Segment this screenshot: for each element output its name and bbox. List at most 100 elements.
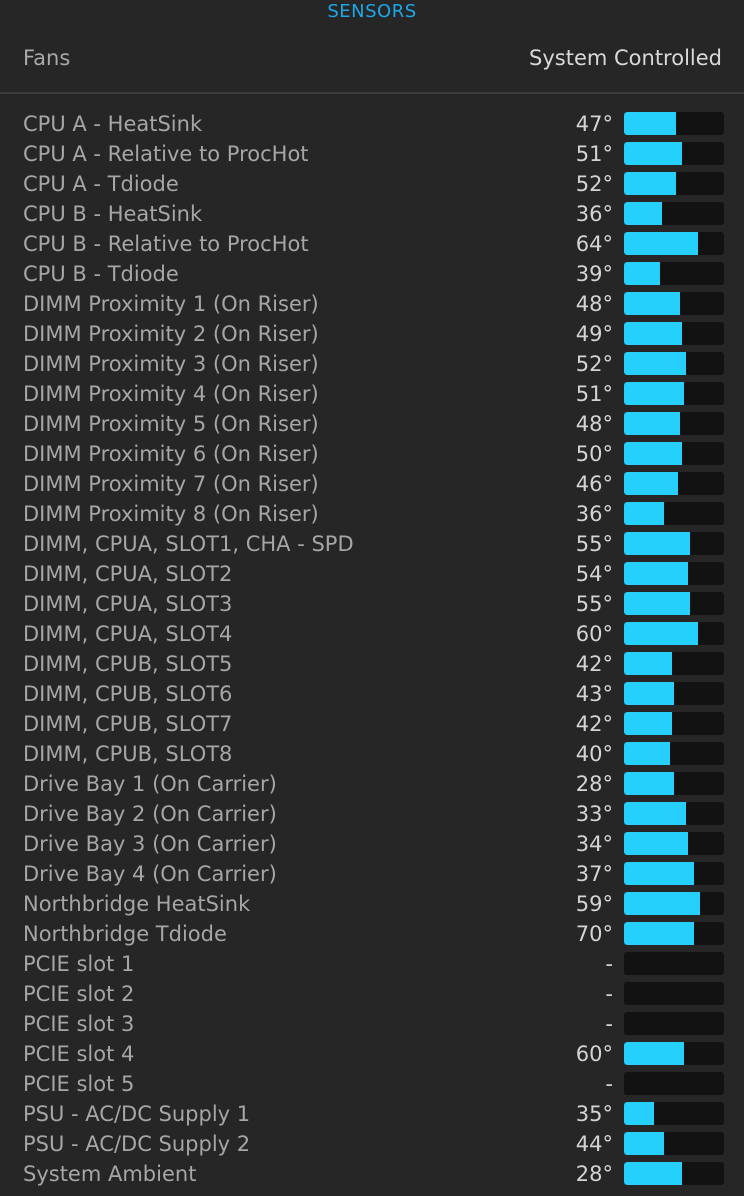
sensor-level-bar [624, 592, 724, 615]
sensor-level-fill [624, 472, 678, 495]
sensor-level-fill [624, 742, 670, 765]
sensor-value: 55° [575, 592, 613, 616]
sensor-level-fill [624, 712, 672, 735]
sensor-value: 52° [575, 352, 613, 376]
sensor-row: Drive Bay 4 (On Carrier) 37° [0, 859, 744, 889]
sensor-level-fill [624, 172, 676, 195]
sensor-name: Drive Bay 2 (On Carrier) [23, 802, 277, 826]
sensor-level-bar [624, 682, 724, 705]
sensor-level-fill [624, 382, 684, 405]
sensor-row: CPU B - HeatSink 36° [0, 199, 744, 229]
sensor-value: 35° [575, 1102, 613, 1126]
sensor-name: Drive Bay 4 (On Carrier) [23, 862, 277, 886]
fans-mode-value[interactable]: System Controlled [529, 46, 722, 70]
sensor-name: DIMM Proximity 2 (On Riser) [23, 322, 319, 346]
sensor-name: DIMM, CPUA, SLOT3 [23, 592, 233, 616]
sensor-value: 39° [575, 262, 613, 286]
sensor-level-bar [624, 382, 724, 405]
sensor-level-fill [624, 622, 698, 645]
sensor-row: PSU - AC/DC Supply 1 35° [0, 1099, 744, 1129]
sensor-level-fill [624, 142, 682, 165]
sensor-value: 34° [575, 832, 613, 856]
sensor-name: DIMM, CPUA, SLOT4 [23, 622, 233, 646]
sensor-level-bar [624, 622, 724, 645]
sensor-value: 50° [575, 442, 613, 466]
sensor-value: 28° [575, 772, 613, 796]
sensor-name: PCIE slot 3 [23, 1012, 135, 1036]
sensor-name: PCIE slot 5 [23, 1072, 135, 1096]
sensor-level-fill [624, 682, 674, 705]
sensor-name: PSU - AC/DC Supply 2 [23, 1132, 251, 1156]
sensor-row: DIMM Proximity 8 (On Riser) 36° [0, 499, 744, 529]
sensor-value: 44° [575, 1132, 613, 1156]
sensor-level-bar [624, 832, 724, 855]
sensor-level-fill [624, 502, 664, 525]
sensor-name: PCIE slot 1 [23, 952, 135, 976]
sensor-row: System Ambient 28° [0, 1159, 744, 1189]
sensor-level-fill [624, 202, 662, 225]
sensor-level-bar [624, 862, 724, 885]
sensor-level-fill [624, 1102, 654, 1125]
sensor-value: - [605, 982, 613, 1006]
sensor-name: CPU B - Relative to ProcHot [23, 232, 309, 256]
sensor-level-fill [624, 412, 680, 435]
fans-label: Fans [23, 46, 71, 70]
sensor-level-bar [624, 472, 724, 495]
sensor-value: 48° [575, 412, 613, 436]
sensor-level-bar [624, 502, 724, 525]
sensor-level-bar [624, 112, 724, 135]
sensor-level-bar [624, 232, 724, 255]
sensor-value: 40° [575, 742, 613, 766]
sensor-level-fill [624, 532, 690, 555]
sensor-level-bar [624, 442, 724, 465]
sensor-value: 52° [575, 172, 613, 196]
sensor-row: DIMM, CPUB, SLOT8 40° [0, 739, 744, 769]
sensor-name: CPU A - HeatSink [23, 112, 203, 136]
sensor-level-bar [624, 982, 724, 1005]
sensor-level-bar [624, 262, 724, 285]
sensor-value: 54° [575, 562, 613, 586]
sensor-level-bar [624, 172, 724, 195]
sensor-level-fill [624, 592, 690, 615]
sensor-row: CPU B - Tdiode 39° [0, 259, 744, 289]
sensor-name: System Ambient [23, 1162, 197, 1186]
sensor-value: 64° [575, 232, 613, 256]
sensor-level-fill [624, 352, 686, 375]
divider [0, 92, 744, 94]
sensor-name: DIMM, CPUB, SLOT6 [23, 682, 233, 706]
sensor-value: 42° [575, 712, 613, 736]
sensor-level-bar [624, 712, 724, 735]
sensor-name: CPU A - Tdiode [23, 172, 179, 196]
sensor-level-fill [624, 802, 686, 825]
sensor-row: DIMM, CPUB, SLOT5 42° [0, 649, 744, 679]
sensor-value: 42° [575, 652, 613, 676]
sensor-row: DIMM Proximity 7 (On Riser) 46° [0, 469, 744, 499]
sensor-row: Northbridge HeatSink 59° [0, 889, 744, 919]
sensor-level-bar [624, 1162, 724, 1185]
sensor-name: CPU B - HeatSink [23, 202, 203, 226]
sensor-name: Drive Bay 3 (On Carrier) [23, 832, 277, 856]
sensor-level-bar [624, 202, 724, 225]
sensor-row: DIMM Proximity 1 (On Riser) 48° [0, 289, 744, 319]
sensor-name: Northbridge HeatSink [23, 892, 251, 916]
sensor-level-bar [624, 532, 724, 555]
sensor-name: CPU B - Tdiode [23, 262, 179, 286]
sensor-level-fill [624, 442, 682, 465]
sensor-row: DIMM, CPUA, SLOT4 60° [0, 619, 744, 649]
fans-row[interactable]: Fans System Controlled [0, 40, 744, 80]
sensor-name: Drive Bay 1 (On Carrier) [23, 772, 277, 796]
sensor-level-fill [624, 892, 700, 915]
sensor-value: 60° [575, 622, 613, 646]
sensor-level-bar [624, 142, 724, 165]
sensor-row: PCIE slot 3 - [0, 1009, 744, 1039]
sensor-level-bar [624, 772, 724, 795]
sensor-level-bar [624, 292, 724, 315]
sensor-value: 59° [575, 892, 613, 916]
sensor-row: PCIE slot 2 - [0, 979, 744, 1009]
sensor-name: DIMM Proximity 1 (On Riser) [23, 292, 319, 316]
sensor-row: CPU B - Relative to ProcHot 64° [0, 229, 744, 259]
sensor-name: DIMM Proximity 4 (On Riser) [23, 382, 319, 406]
sensor-level-fill [624, 232, 698, 255]
sensor-name: DIMM Proximity 5 (On Riser) [23, 412, 319, 436]
